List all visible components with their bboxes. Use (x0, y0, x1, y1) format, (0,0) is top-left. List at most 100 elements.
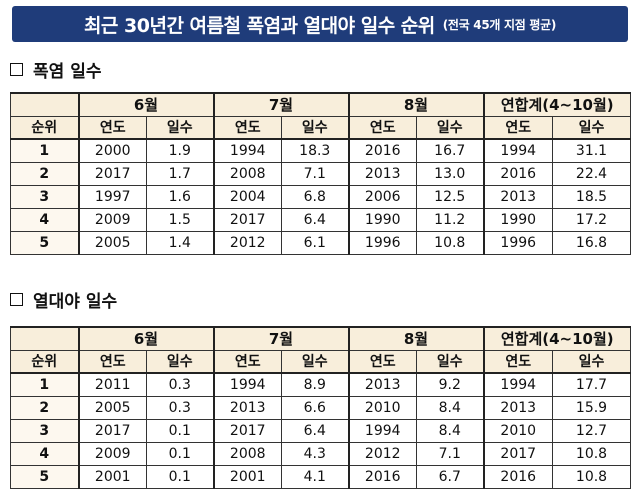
year-cell: 1994 (482, 372, 553, 397)
days-cell: 7.1 (416, 441, 484, 466)
days-cell: 4.1 (281, 464, 349, 489)
year-cell: 2017 (482, 441, 553, 466)
section-heading-tropical-night: 열대야 일수 (10, 287, 118, 312)
days-cell: 6.4 (281, 418, 349, 443)
rank-cell: 5 (10, 230, 79, 255)
tropical-night-rows: 1 2011 0.3 1994 8.9 2013 9.2 1994 17.7 2 2005 0.3 20… (10, 372, 632, 489)
days-cell: 17.7 (551, 372, 632, 397)
year-cell: 1994 (347, 418, 417, 443)
days-header: 일수 (281, 349, 349, 374)
rank-header-blank (10, 326, 79, 351)
year-cell: 2013 (482, 184, 553, 209)
rank-cell: 1 (10, 372, 79, 397)
rank-header-blank (10, 92, 79, 117)
year-cell: 2010 (347, 395, 417, 420)
rank-cell: 1 (10, 138, 79, 163)
year-cell: 2006 (347, 184, 417, 209)
year-cell: 1994 (482, 138, 553, 163)
table-row: 4 2009 0.1 2008 4.3 2012 7.1 2017 10.8 (10, 441, 632, 466)
section-heading-label: 열대야 일수 (33, 291, 118, 312)
days-cell: 7.1 (281, 161, 349, 186)
year-cell: 2008 (212, 441, 282, 466)
checkbox-square-icon (10, 62, 23, 76)
year-cell: 1994 (212, 138, 282, 163)
days-cell: 6.7 (416, 464, 484, 489)
table-row: 2 2017 1.7 2008 7.1 2013 13.0 2016 22.4 (10, 161, 632, 186)
month-header-july: 7월 (212, 326, 349, 351)
rank-cell: 2 (10, 395, 79, 420)
days-cell: 22.4 (551, 161, 632, 186)
year-cell: 2009 (77, 441, 147, 466)
days-cell: 1.5 (146, 207, 214, 232)
year-cell: 2004 (212, 184, 282, 209)
days-cell: 16.7 (416, 138, 484, 163)
year-cell: 1997 (77, 184, 147, 209)
rank-cell: 3 (10, 184, 79, 209)
days-header: 일수 (416, 115, 484, 140)
year-cell: 2001 (77, 464, 147, 489)
month-header-august: 8월 (347, 326, 484, 351)
days-cell: 18.5 (551, 184, 632, 209)
year-cell: 1994 (212, 372, 282, 397)
year-cell: 2013 (347, 161, 417, 186)
checkbox-square-icon (10, 292, 23, 306)
days-cell: 17.2 (551, 207, 632, 232)
table-row: 2 2005 0.3 2013 6.6 2010 8.4 2013 15.9 (10, 395, 632, 420)
days-cell: 16.8 (551, 230, 632, 255)
year-cell: 2005 (77, 230, 147, 255)
days-cell: 0.1 (146, 418, 214, 443)
days-cell: 8.4 (416, 395, 484, 420)
days-cell: 4.3 (281, 441, 349, 466)
title-banner: 최근 30년간 여름철 폭염과 열대야 일수 순위 (전국 45개 지점 평균) (12, 6, 628, 42)
days-cell: 1.9 (146, 138, 214, 163)
tropical-night-table: 6월 7월 8월 연합계(4~10월) 순위 연도 일수 연도 일수 연도 일수… (10, 326, 632, 489)
rank-cell: 4 (10, 207, 79, 232)
table-row: 4 2009 1.5 2017 6.4 1990 11.2 1990 17.2 (10, 207, 632, 232)
days-header: 일수 (551, 349, 632, 374)
year-cell: 2013 (212, 395, 282, 420)
year-header: 연도 (212, 349, 282, 374)
section-heading-heatwave: 폭염 일수 (10, 57, 101, 82)
year-cell: 2000 (77, 138, 147, 163)
days-cell: 0.1 (146, 464, 214, 489)
year-cell: 2012 (212, 230, 282, 255)
year-header: 연도 (212, 115, 282, 140)
days-cell: 31.1 (551, 138, 632, 163)
month-header-june: 6월 (77, 326, 214, 351)
days-cell: 11.2 (416, 207, 484, 232)
days-cell: 1.4 (146, 230, 214, 255)
heatwave-table: 6월 7월 8월 연합계(4~10월) 순위 연도 일수 연도 일수 연도 일수… (10, 92, 632, 255)
month-header-june: 6월 (77, 92, 214, 117)
year-cell: 1996 (482, 230, 553, 255)
rank-header: 순위 (10, 349, 79, 374)
year-header: 연도 (347, 115, 417, 140)
days-cell: 9.2 (416, 372, 484, 397)
year-header: 연도 (482, 349, 553, 374)
table-row: 1 2011 0.3 1994 8.9 2013 9.2 1994 17.7 (10, 372, 632, 397)
days-cell: 10.8 (551, 464, 632, 489)
year-cell: 2016 (347, 464, 417, 489)
year-cell: 2009 (77, 207, 147, 232)
days-cell: 18.3 (281, 138, 349, 163)
table-row: 1 2000 1.9 1994 18.3 2016 16.7 1994 31.1 (10, 138, 632, 163)
title-sub: (전국 45개 지점 평균) (442, 17, 557, 32)
rank-header: 순위 (10, 115, 79, 140)
year-cell: 2017 (77, 418, 147, 443)
month-header-annual: 연합계(4~10월) (482, 92, 632, 117)
year-header: 연도 (347, 349, 417, 374)
year-cell: 1996 (347, 230, 417, 255)
table-row: 5 2001 0.1 2001 4.1 2016 6.7 2016 10.8 (10, 464, 632, 489)
rank-cell: 5 (10, 464, 79, 489)
rank-cell: 4 (10, 441, 79, 466)
month-header-annual: 연합계(4~10월) (482, 326, 632, 351)
days-cell: 15.9 (551, 395, 632, 420)
year-cell: 1990 (347, 207, 417, 232)
rank-cell: 3 (10, 418, 79, 443)
days-cell: 12.7 (551, 418, 632, 443)
year-header: 연도 (77, 349, 147, 374)
days-cell: 8.9 (281, 372, 349, 397)
days-cell: 6.4 (281, 207, 349, 232)
days-header: 일수 (416, 349, 484, 374)
table-row: 3 2017 0.1 2017 6.4 1994 8.4 2010 12.7 (10, 418, 632, 443)
days-header: 일수 (146, 349, 214, 374)
